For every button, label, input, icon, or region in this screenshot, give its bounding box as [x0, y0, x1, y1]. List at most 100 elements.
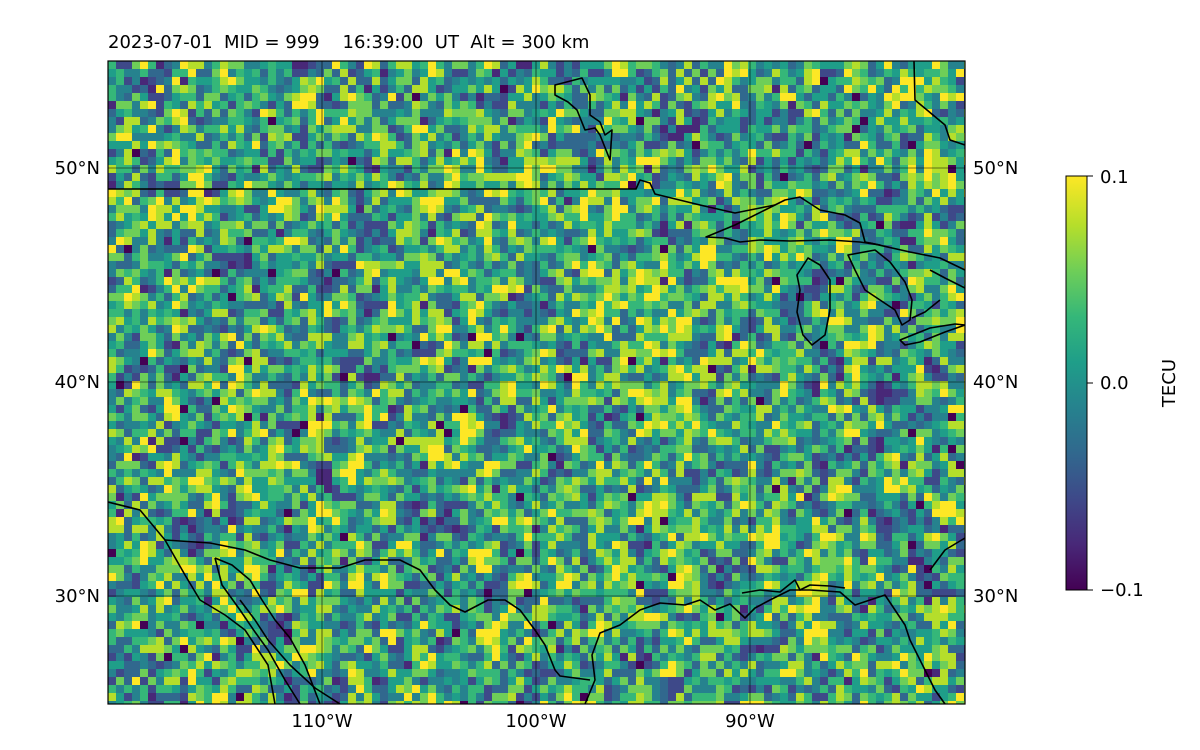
- tec-cell: [868, 333, 876, 341]
- tec-cell: [804, 221, 812, 229]
- tec-cell: [828, 165, 836, 173]
- tec-cell: [588, 293, 596, 301]
- tec-cell: [852, 301, 860, 309]
- tec-cell: [484, 325, 492, 333]
- tec-cell: [404, 149, 412, 157]
- tec-cell: [172, 149, 180, 157]
- tec-cell: [740, 189, 748, 197]
- tec-cell: [860, 325, 868, 333]
- tec-cell: [324, 69, 332, 77]
- tec-cell: [452, 253, 460, 261]
- tec-cell: [500, 205, 508, 213]
- tec-cell: [132, 125, 140, 133]
- tec-cell: [820, 357, 828, 365]
- tec-cell: [468, 253, 476, 261]
- tec-cell: [724, 325, 732, 333]
- tec-cell: [868, 221, 876, 229]
- tec-cell: [388, 117, 396, 125]
- tec-cell: [524, 205, 532, 213]
- tec-cell: [132, 413, 140, 421]
- tec-cell: [652, 221, 660, 229]
- tec-cell: [636, 365, 644, 373]
- tec-cell: [780, 341, 788, 349]
- tec-cell: [796, 293, 804, 301]
- tec-cell: [524, 269, 532, 277]
- tec-cell: [628, 325, 636, 333]
- tec-cell: [116, 349, 124, 357]
- tec-cell: [188, 429, 196, 437]
- tec-cell: [428, 133, 436, 141]
- tec-cell: [716, 93, 724, 101]
- tec-cell: [460, 309, 468, 317]
- tec-cell: [700, 141, 708, 149]
- tec-cell: [684, 413, 692, 421]
- tec-cell: [788, 133, 796, 141]
- tec-cell: [868, 373, 876, 381]
- tec-cell: [764, 165, 772, 173]
- tec-cell: [356, 165, 364, 173]
- tec-cell: [836, 229, 844, 237]
- tec-cell: [412, 341, 420, 349]
- tec-cell: [436, 69, 444, 77]
- tec-cell: [764, 397, 772, 405]
- tec-cell: [372, 141, 380, 149]
- tec-cell: [756, 333, 764, 341]
- tec-cell: [428, 357, 436, 365]
- tec-cell: [652, 269, 660, 277]
- tec-cell: [108, 373, 116, 381]
- tec-cell: [500, 341, 508, 349]
- tec-cell: [732, 301, 740, 309]
- tec-cell: [292, 61, 300, 69]
- tec-cell: [124, 381, 132, 389]
- tec-cell: [620, 221, 628, 229]
- tec-cell: [204, 365, 212, 373]
- tec-cell: [820, 93, 828, 101]
- tec-cell: [892, 149, 900, 157]
- tec-cell: [356, 133, 364, 141]
- tec-cell: [412, 397, 420, 405]
- tec-cell: [396, 69, 404, 77]
- tec-cell: [556, 381, 564, 389]
- tec-cell: [380, 293, 388, 301]
- tec-cell: [260, 117, 268, 125]
- tec-cell: [780, 245, 788, 253]
- tec-cell: [860, 365, 868, 373]
- tec-cell: [316, 301, 324, 309]
- tec-cell: [164, 317, 172, 325]
- tec-cell: [804, 325, 812, 333]
- tec-cell: [212, 269, 220, 277]
- tec-cell: [204, 269, 212, 277]
- tec-cell: [220, 61, 228, 69]
- tec-cell: [852, 421, 860, 429]
- tec-cell: [268, 93, 276, 101]
- tec-cell: [356, 93, 364, 101]
- tec-cell: [956, 101, 964, 109]
- tec-cell: [580, 181, 588, 189]
- tec-cell: [548, 333, 556, 341]
- tec-cell: [324, 421, 332, 429]
- tec-cell: [732, 277, 740, 285]
- tec-cell: [212, 261, 220, 269]
- tec-cell: [620, 125, 628, 133]
- tec-cell: [612, 309, 620, 317]
- tec-cell: [604, 421, 612, 429]
- tec-cell: [868, 85, 876, 93]
- tec-cell: [884, 381, 892, 389]
- tec-cell: [684, 421, 692, 429]
- tec-cell: [332, 157, 340, 165]
- tec-cell: [476, 389, 484, 397]
- tec-cell: [596, 413, 604, 421]
- tec-cell: [948, 109, 956, 117]
- tec-cell: [572, 245, 580, 253]
- tec-cell: [204, 125, 212, 133]
- tec-cell: [108, 381, 116, 389]
- tec-cell: [756, 317, 764, 325]
- tec-cell: [204, 349, 212, 357]
- tec-cell: [340, 189, 348, 197]
- tec-cell: [636, 245, 644, 253]
- tec-cell: [164, 341, 172, 349]
- tec-cell: [612, 109, 620, 117]
- tec-cell: [644, 389, 652, 397]
- tec-cell: [556, 253, 564, 261]
- tec-cell: [236, 93, 244, 101]
